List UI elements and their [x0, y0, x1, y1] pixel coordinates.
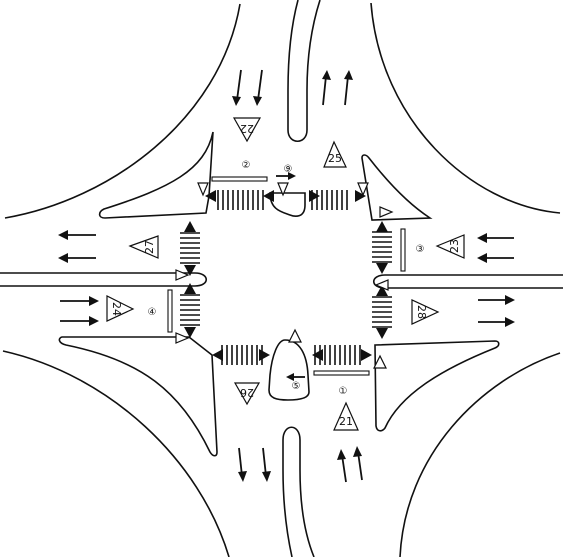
- refuge-islands: [268, 192, 310, 401]
- refuge-north: [269, 192, 306, 217]
- crosswalk-south: [221, 345, 361, 365]
- arrow-down-icon: [238, 447, 243, 477]
- signal-triangle-icon: [374, 279, 389, 291]
- signal-icon: [263, 190, 274, 202]
- stop-bar-east: [400, 228, 406, 272]
- sign-label: 21: [339, 415, 353, 428]
- sign-label: 25: [328, 152, 342, 165]
- signal-icon: [205, 190, 216, 202]
- road-edge-nw: [4, 3, 241, 219]
- sign-east-exit: 28: [411, 299, 440, 325]
- island-se: [374, 340, 500, 432]
- crosswalk-east: [372, 231, 392, 328]
- index-label: ③: [416, 244, 425, 255]
- arrow-down-icon: [262, 447, 267, 477]
- index-label: ②: [242, 160, 251, 171]
- arrow-down-icon: [236, 69, 242, 101]
- refuge-south: [268, 339, 310, 401]
- flow-arrows: [58, 69, 515, 483]
- signal-icon: [184, 283, 196, 294]
- stop-bar-west: [167, 289, 173, 333]
- arrow-down-icon: [257, 69, 263, 101]
- signal-triangle-icon: [175, 332, 190, 344]
- road-edge-sw: [2, 350, 230, 557]
- island-ne: [361, 154, 433, 221]
- stop-bars: [167, 176, 406, 376]
- median-south: [282, 426, 315, 557]
- signal-icon: [312, 349, 323, 361]
- index-label: ⑨: [284, 164, 293, 175]
- signal-icon: [376, 328, 388, 339]
- signal-icon: [184, 327, 196, 338]
- crosswalk-north: [217, 190, 348, 210]
- signal-icon: [376, 221, 388, 232]
- index-label: ①: [339, 386, 348, 397]
- signal-triangle-icon: [277, 182, 289, 197]
- sign-label: 23: [448, 239, 461, 253]
- sign-south-approach: 21: [333, 401, 359, 431]
- crosswalk-west: [180, 232, 200, 326]
- road-edge-ne: [370, 2, 561, 214]
- signal-icon: [355, 190, 366, 202]
- signal-triangle-icon: [357, 182, 369, 197]
- sign-south-exit: 26: [233, 382, 261, 406]
- signal-icon: [309, 190, 320, 202]
- index-label: ④: [148, 307, 157, 318]
- signal-heads: [184, 190, 388, 361]
- signal-triangle-icon: [373, 354, 387, 369]
- signal-icon: [184, 265, 196, 276]
- arrow-up-icon: [322, 75, 327, 106]
- sign-label: 26: [240, 386, 254, 399]
- sign-west-exit: 27: [128, 235, 159, 259]
- median-west: [0, 272, 208, 287]
- signal-icon: [212, 349, 223, 361]
- signal-icon: [361, 349, 372, 361]
- arrow-up-icon: [341, 454, 347, 483]
- sign-label: 22: [240, 122, 254, 135]
- signal-triangle-icon: [379, 206, 394, 218]
- signal-icon: [259, 349, 270, 361]
- sign-label: 24: [110, 302, 123, 316]
- median-north: [287, 0, 321, 143]
- index-label: ⑤: [292, 381, 301, 392]
- sign-north-island: 25: [323, 140, 347, 168]
- signal-triangle-icon: [175, 269, 190, 281]
- median-east: [372, 274, 563, 289]
- signal-triangle-icon: [288, 328, 302, 343]
- island-sw: [58, 336, 218, 457]
- signal-icon: [376, 263, 388, 274]
- sign-label: 27: [143, 240, 156, 254]
- yield-signs: 22 25 27 24 23 28 26: [106, 117, 465, 431]
- island-nw: [98, 131, 214, 219]
- signal-icon: [376, 285, 388, 296]
- sign-east-approach: 23: [435, 234, 465, 259]
- sign-label: 28: [415, 305, 428, 319]
- arrow-up-icon: [344, 75, 349, 106]
- stop-bar-north: [211, 176, 268, 182]
- signal-icon: [184, 221, 196, 232]
- sign-west-approach: 24: [106, 295, 135, 322]
- road-edge-se: [399, 352, 561, 557]
- signal-triangle-icon: [197, 182, 209, 197]
- stop-bar-south: [313, 370, 370, 376]
- index-labels: ② ⑨ ③ ④ ⑤ ①: [148, 160, 425, 397]
- sign-north-approach: 22: [232, 117, 262, 143]
- corner-islands: [58, 131, 500, 457]
- arrow-up-icon: [357, 451, 363, 481]
